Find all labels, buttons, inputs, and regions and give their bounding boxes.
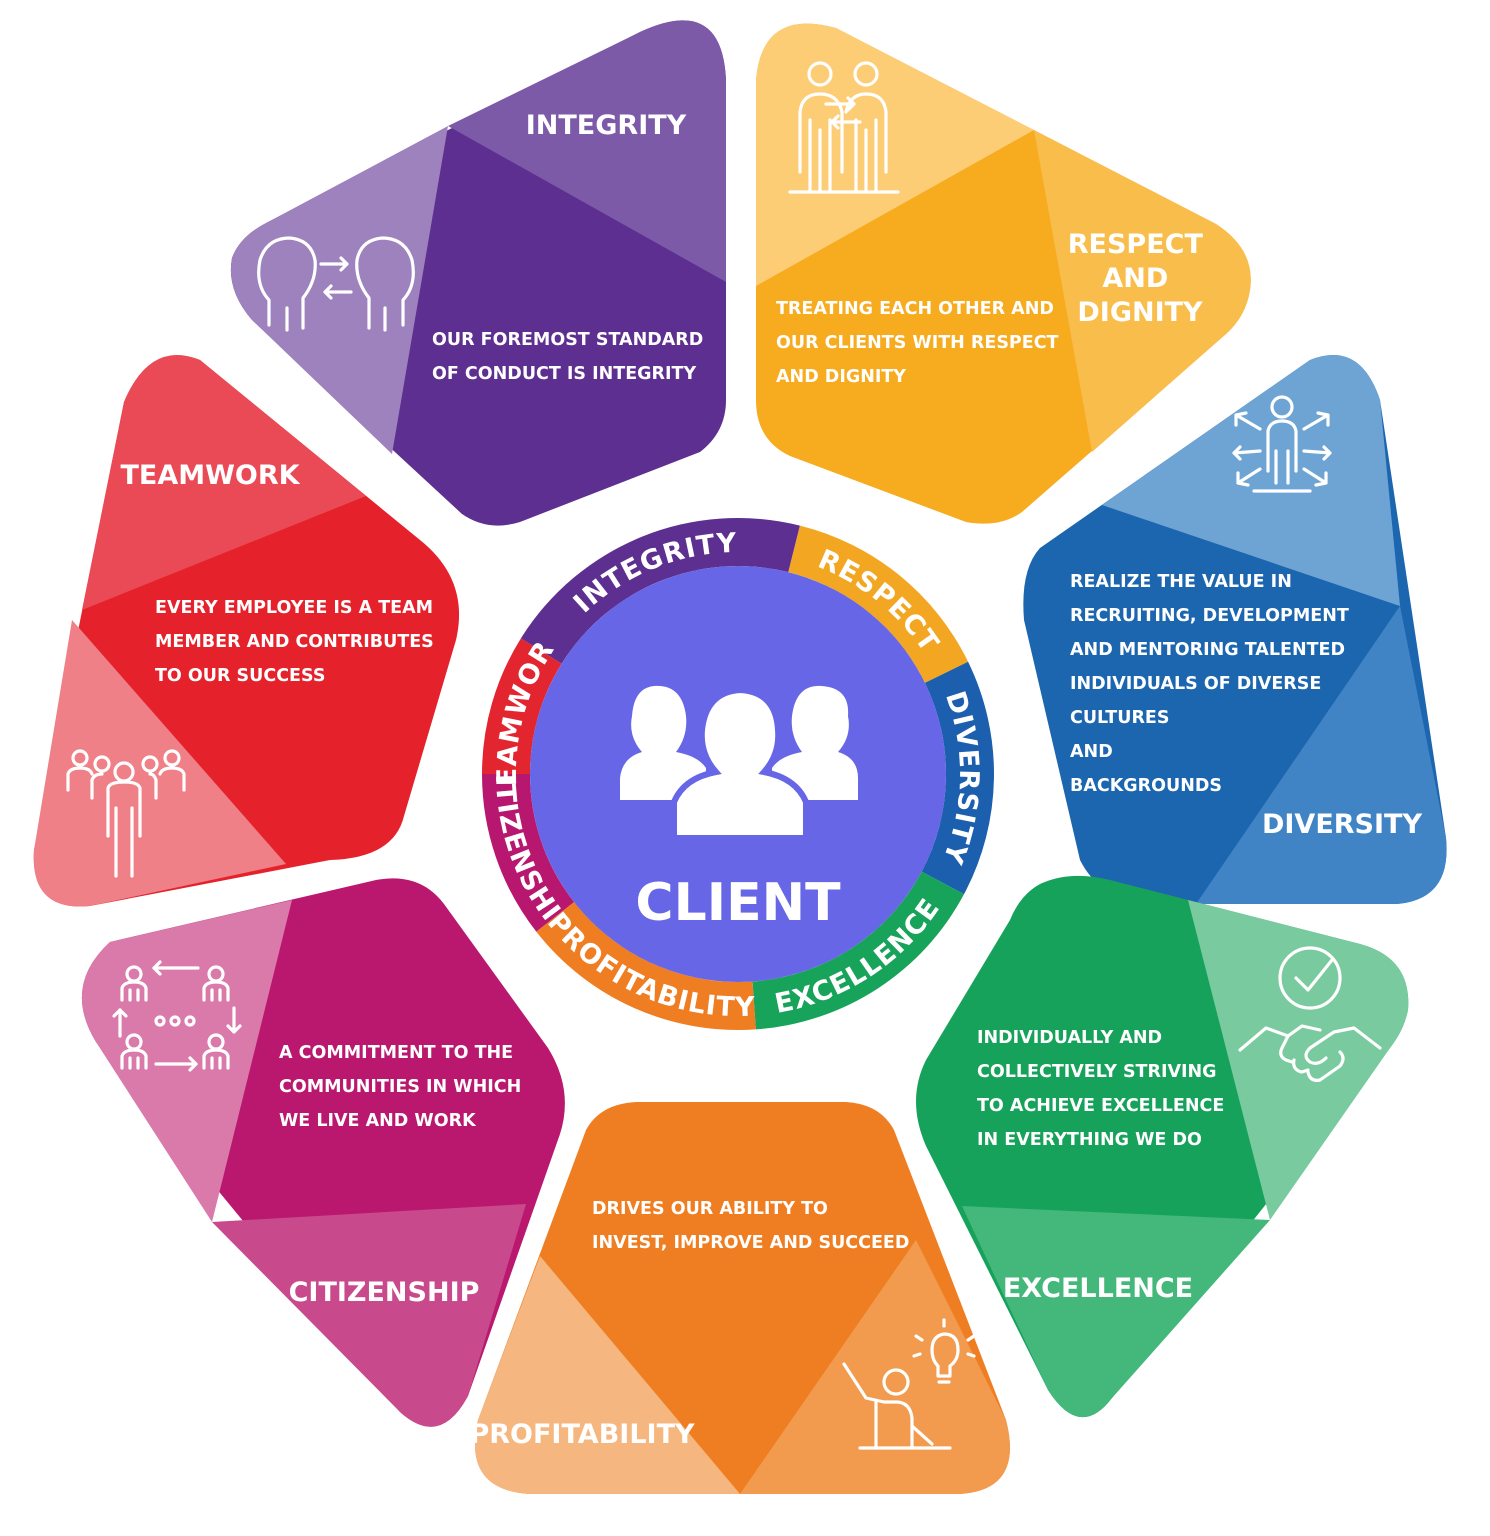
handshake-check-icon	[1238, 946, 1382, 1082]
petal-respect-light	[756, 23, 1034, 287]
petal-profitability: PROFITABILITY DRIVES OUR ABILITY TO INVE…	[469, 1102, 1010, 1494]
person-lightbulb-icon	[842, 1318, 976, 1450]
community-cycle-icon	[112, 960, 242, 1072]
petal-excellence: EXCELLENCE INDIVIDUALLY AND COLLECTIVELY…	[916, 875, 1409, 1418]
petal-citizenship-mid	[212, 1204, 526, 1427]
petal-profitability-light-left	[474, 1256, 740, 1494]
petal-citizenship-title: CITIZENSHIP	[289, 1277, 480, 1308]
petal-respect-title: RESPECT AND DIGNITY	[1068, 229, 1213, 328]
ring-segment-profitability	[536, 902, 756, 1030]
petal-citizenship: CITIZENSHIP A COMMITMENT TO THE COMMUNIT…	[81, 878, 565, 1427]
petal-diversity-mid	[1196, 606, 1447, 904]
people-group-icon	[620, 685, 858, 841]
center-hub: CLIENT	[530, 566, 946, 982]
ring-segment-diversity	[921, 661, 994, 895]
petal-citizenship-description: A COMMITMENT TO THE COMMUNITIES IN WHICH…	[279, 1043, 527, 1131]
petal-excellence-light	[1188, 900, 1409, 1220]
team-group-icon	[66, 749, 186, 878]
petal-respect-mid	[1034, 130, 1251, 452]
ring-segment-excellence	[752, 871, 965, 1030]
petal-excellence-title: EXCELLENCE	[1003, 1273, 1193, 1304]
ring-segment-teamwork	[482, 638, 562, 774]
petal-teamwork-description: EVERY EMPLOYEE IS A TEAM MEMBER AND CONT…	[155, 598, 440, 686]
petal-teamwork-light-top	[82, 355, 366, 610]
petal-integrity-light	[230, 126, 448, 454]
petal-integrity: INTEGRITY OUR FOREMOST STANDARD OF CONDU…	[230, 20, 726, 526]
person-arrows-icon	[1232, 395, 1332, 493]
ring-segment-citizenship	[482, 774, 575, 932]
petal-profitability-description: DRIVES OUR ABILITY TO INVEST, IMPROVE AN…	[592, 1199, 909, 1253]
ring-segment-respect	[788, 525, 969, 683]
petal-integrity-description: OUR FOREMOST STANDARD OF CONDUCT IS INTE…	[432, 330, 709, 384]
petal-integrity-title: INTEGRITY	[526, 110, 687, 141]
petal-excellence-mid	[962, 1206, 1270, 1418]
petal-teamwork: TEAMWORK EVERY EMPLOYEE IS A TEAM MEMBER…	[33, 355, 460, 907]
petal-teamwork-light-bottom	[33, 620, 286, 907]
petal-respect: RESPECT AND DIGNITY TREATING EACH OTHER …	[756, 23, 1251, 524]
two-people-exchange-icon	[788, 61, 900, 194]
ring-segment-integrity	[520, 518, 800, 664]
petal-respect-description: TREATING EACH OTHER AND OUR CLIENTS WITH…	[776, 299, 1065, 387]
petal-teamwork-title: TEAMWORK	[120, 460, 300, 491]
petal-integrity-mid	[448, 20, 726, 283]
petal-profitability-light-right	[740, 1240, 1010, 1494]
center-label: CLIENT	[635, 873, 841, 933]
petal-diversity-title: DIVERSITY	[1262, 809, 1422, 840]
petal-diversity: DIVERSITY REALIZE THE VALUE IN RECRUITIN…	[1023, 355, 1447, 904]
petal-profitability-title: PROFITABILITY	[469, 1419, 695, 1450]
petal-diversity-description: REALIZE THE VALUE IN RECRUITING, DEVELOP…	[1070, 572, 1355, 796]
two-heads-exchange-icon	[257, 236, 415, 332]
petal-excellence-description: INDIVIDUALLY AND COLLECTIVELY STRIVING T…	[977, 1028, 1230, 1150]
